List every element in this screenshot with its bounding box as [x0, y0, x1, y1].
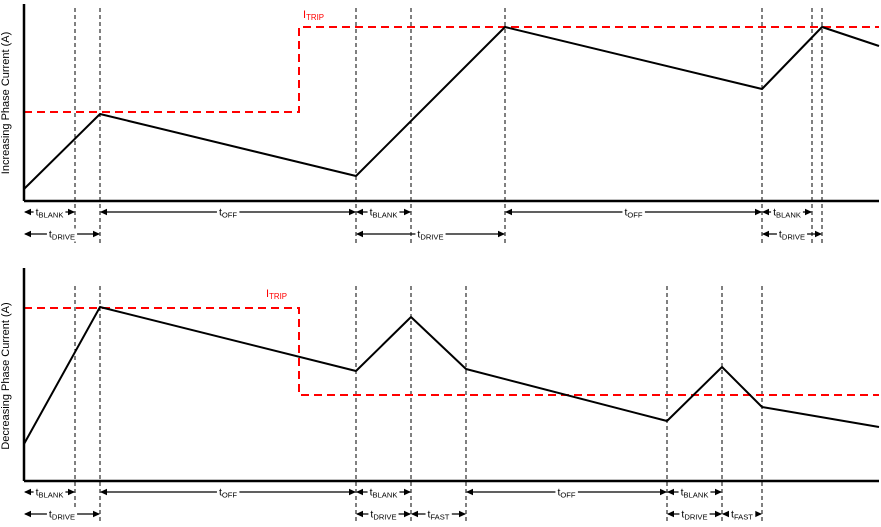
interval-label-background — [46, 508, 78, 522]
arrowhead-left-icon — [356, 208, 363, 216]
y-axis-label: Decreasing Phase Current (A) — [0, 302, 12, 449]
phase-current-waveform — [23, 306, 880, 445]
interval-label-background — [622, 206, 645, 220]
interval-label-background — [678, 486, 711, 500]
itrip-threshold-line — [24, 307, 879, 396]
interval-label: tDRIVE — [49, 509, 75, 522]
arrowhead-left-icon — [505, 208, 512, 216]
interval-label-background — [555, 486, 578, 500]
interval-label-background — [216, 486, 240, 500]
interval-label: tFAST — [428, 509, 450, 522]
arrowhead-right-icon — [93, 230, 100, 238]
phase-current-waveform — [23, 26, 880, 190]
arrowhead-right-icon — [805, 208, 812, 216]
plot-increasing: ITRIP Increasing Phase Current (A) tBLANK t… — [0, 4, 880, 243]
interval-label: tBLANK — [36, 487, 64, 500]
interval-label: tBLANK — [370, 207, 398, 220]
arrowhead-left-icon — [356, 230, 363, 238]
interval-label-background — [367, 206, 400, 220]
arrowhead-right-icon — [404, 488, 411, 496]
arrowhead-left-icon — [411, 510, 418, 518]
arrowhead-right-icon — [349, 208, 356, 216]
interval-label: tBLANK — [36, 207, 64, 220]
interval-label: tBLANK — [681, 487, 709, 500]
interval-label-background — [33, 206, 66, 220]
arrowhead-right-icon — [68, 488, 75, 496]
interval-label: tBLANK — [370, 487, 398, 500]
arrowhead-left-icon — [762, 230, 769, 238]
itrip-label: ITRIP — [266, 288, 287, 301]
arrowhead-right-icon — [404, 208, 411, 216]
arrowhead-right-icon — [715, 510, 722, 518]
arrowhead-left-icon — [667, 510, 674, 518]
arrowhead-left-icon — [24, 230, 31, 238]
arrowhead-right-icon — [349, 488, 356, 496]
arrowhead-left-icon — [722, 510, 729, 518]
interval-label-background — [679, 508, 710, 522]
arrowhead-left-icon — [667, 488, 674, 496]
interval-label-background — [216, 206, 240, 220]
interval-label-background — [46, 228, 78, 242]
arrowhead-right-icon — [755, 208, 762, 216]
interval-label-background — [368, 508, 399, 522]
interval-label: tOFF — [219, 487, 237, 500]
arrowhead-right-icon — [93, 510, 100, 518]
interval-label: tDRIVE — [681, 509, 707, 522]
interval-label-background — [33, 486, 66, 500]
arrowhead-right-icon — [68, 208, 75, 216]
arrowhead-left-icon — [356, 510, 363, 518]
arrowhead-right-icon — [498, 230, 505, 238]
interval-label-background — [425, 508, 452, 522]
arrowhead-left-icon — [24, 488, 31, 496]
arrowhead-right-icon — [755, 510, 762, 518]
arrowhead-left-icon — [24, 510, 31, 518]
arrowhead-right-icon — [660, 488, 667, 496]
plot-decreasing: ITRIP Decreasing Phase Current (A) tBLANK t… — [0, 268, 880, 523]
interval-label-background — [367, 486, 400, 500]
arrowhead-left-icon — [100, 488, 107, 496]
arrowhead-left-icon — [466, 488, 473, 496]
interval-label-background — [776, 228, 808, 242]
interval-label: tBLANK — [773, 207, 801, 220]
interval-label-background — [729, 508, 756, 522]
interval-label: tOFF — [624, 207, 642, 220]
arrowhead-left-icon — [100, 208, 107, 216]
interval-label: tDRIVE — [417, 229, 443, 242]
arrowhead-left-icon — [762, 208, 769, 216]
arrowhead-left-icon — [356, 488, 363, 496]
arrowhead-right-icon — [459, 510, 466, 518]
arrowhead-right-icon — [815, 230, 822, 238]
interval-label: tDRIVE — [779, 229, 805, 242]
itrip-label: ITRIP — [303, 9, 324, 22]
interval-label: tDRIVE — [49, 229, 75, 242]
interval-label: tDRIVE — [370, 509, 396, 522]
arrowhead-right-icon — [404, 510, 411, 518]
interval-label-background — [771, 206, 803, 220]
arrowhead-left-icon — [24, 208, 31, 216]
interval-label-background — [415, 228, 446, 242]
interval-label: tFAST — [731, 509, 753, 522]
interval-label: tOFF — [219, 207, 237, 220]
arrowhead-right-icon — [715, 488, 722, 496]
interval-label: tOFF — [557, 487, 575, 500]
itrip-threshold-line — [24, 26, 879, 113]
y-axis-label: Increasing Phase Current (A) — [0, 32, 12, 174]
